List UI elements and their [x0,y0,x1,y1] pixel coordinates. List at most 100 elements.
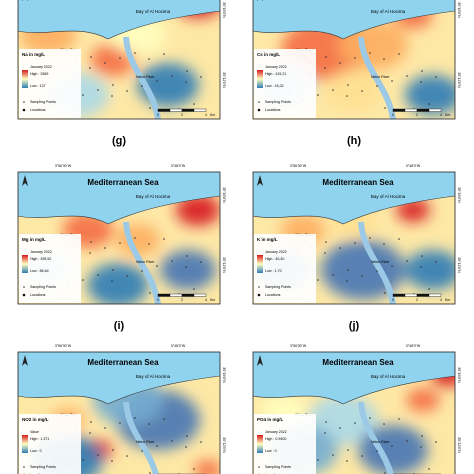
legend-title: PO4 in mg/L [257,417,284,422]
legend-sampling-icon [23,101,25,103]
scale-bar [181,293,195,297]
legend-title: Cs in mg/L [257,52,280,57]
map-panel: 3°56'30"W 3°48'0"W 35°16'0"N 35°12'0"N Medit… [252,164,461,332]
scale-bar [404,293,418,297]
legend-low: Low : 1,70 [265,269,282,273]
sampling-point [141,270,143,272]
sampling-point [317,459,319,461]
heat-blob [321,240,405,300]
sampling-point [347,84,349,86]
legend-box [254,49,316,118]
lat-label: 35°12'0"N [222,72,226,88]
legend-low: Low : 86,64 [30,269,49,273]
legend-title: Na in mg/L [22,52,45,57]
heat-blob [194,460,220,474]
lat-label: 35°12'0"N [457,437,461,453]
legend-high: High : 395,52 [30,257,51,261]
lat-label: 35°12'0"N [457,257,461,273]
scale-unit: Km [210,113,215,117]
sampling-point [324,252,326,254]
lon-label: 3°48'0"W [406,344,421,348]
north-arrow-shape [22,355,28,366]
legend-sampling-icon [23,466,25,468]
heat-blob [405,75,455,115]
scale-bar [169,108,183,112]
heat-blob [87,263,149,304]
legend-locations: Locations [30,108,46,112]
sampling-point [428,288,430,290]
legend-ramp [22,70,28,88]
sea-name: Mediterranean Sea [322,178,394,187]
scale-label: 4 [205,298,207,302]
scale-bar [416,293,430,297]
legend-high: High : 0.9400 [265,437,286,441]
sampling-point [384,472,386,474]
sampling-point [317,279,319,281]
lat-label: 35°16'0"N [457,187,461,203]
coastline [17,375,221,405]
heat-blob [160,250,216,290]
legend-sampling: Sampling Points [265,100,291,104]
sampling-point [406,260,408,262]
scale-bar [181,108,195,112]
lat-label: 35°12'0"N [457,72,461,88]
sampling-point [89,432,91,434]
legend-high: High : 40,40 [265,257,284,261]
sampling-point [325,56,327,58]
sampling-point [361,455,363,457]
heat-blob [175,196,220,226]
river [123,221,161,304]
sampling-point [325,241,327,243]
sampling-point [339,247,341,249]
sampling-point [383,423,385,425]
frame [252,0,456,120]
scale-bar [193,293,207,297]
scale-label: 0 [157,298,159,302]
river [123,36,161,119]
sampling-point [119,242,121,244]
lon-label: 3°56'30"W [290,164,307,168]
lon-label: 3°48'0"W [406,164,421,168]
sampling-point [391,445,393,447]
sampling-point [398,53,400,55]
coastline [252,195,456,225]
legend-sampling: Sampling Points [30,465,56,469]
sampling-point [82,459,84,461]
sampling-point [185,266,187,268]
sampling-point [134,237,136,239]
lat-label: 35°12'0"N [222,257,226,273]
scale-label: 2 [181,298,183,302]
sampling-point [111,460,113,462]
sampling-point [149,292,151,294]
sampling-point [200,76,202,78]
lon-label: 3°48'0"W [171,344,186,348]
sampling-point [428,103,430,105]
legend-sampling-icon [258,286,260,288]
sampling-point [435,441,437,443]
sampling-point [112,269,114,271]
lon-label: 3°56'30"W [290,344,307,348]
sampling-point [406,440,408,442]
sea-name: Mediterranean Sea [87,358,159,367]
sampling-point [104,247,106,249]
heat-blob [406,388,440,412]
legend-high: High : 2569 [30,72,48,76]
coastline [17,195,221,225]
legend-high: High : 415,21 [265,72,286,76]
lat-label: 35°16'0"N [222,367,226,383]
legend-location-icon [257,108,261,112]
place: Nekor River [371,75,390,79]
place: Nekor River [371,440,390,444]
legend-low: Low : 0 [30,449,42,453]
coastline [17,10,221,40]
sampling-point [361,90,363,92]
sampling-point [89,67,91,69]
legend-sampling-icon [258,466,260,468]
legend-location-icon [22,108,26,112]
sampling-point [339,62,341,64]
sampling-point [193,468,195,470]
sampling-point [435,76,437,78]
lat-label: 35°16'0"N [457,367,461,383]
sampling-point [354,242,356,244]
